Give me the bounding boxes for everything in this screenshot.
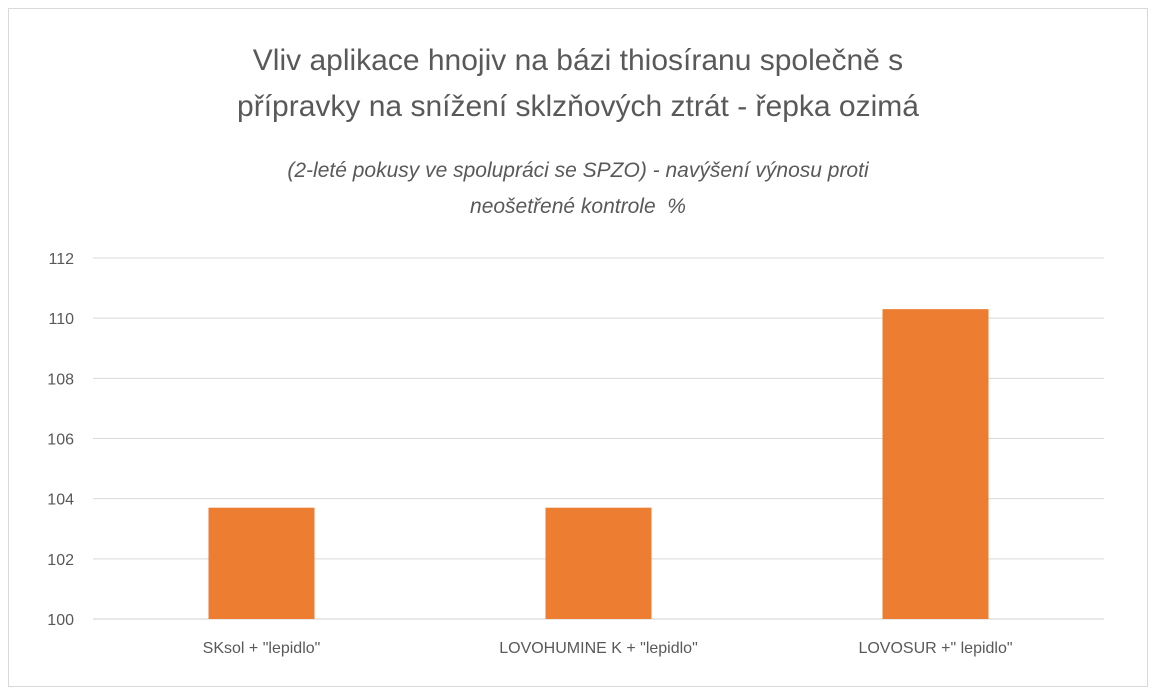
chart-subtitle: (2-leté pokusy ve spolupráci se SPZO) - … [0, 153, 1156, 225]
x-tick-label: LOVOHUMINE K + "lepidlo" [499, 640, 698, 657]
y-tick-label: 108 [47, 371, 74, 388]
bar [545, 507, 652, 619]
bar [208, 507, 315, 619]
chart-title-line-1: Vliv aplikace hnojiv na bázi thiosíranu … [252, 44, 904, 77]
y-tick-label: 104 [47, 492, 74, 509]
bar [882, 309, 989, 619]
y-tick-label: 106 [47, 432, 74, 449]
chart-subtitle-line-1: (2-leté pokusy ve spolupráci se SPZO) - … [287, 159, 869, 182]
chart-title-line-2: přípravky na snížení sklzňových ztrát - … [237, 90, 919, 123]
chart-title: Vliv aplikace hnojiv na bázi thiosíranu … [0, 38, 1156, 130]
x-tick-label: SKsol + "lepidlo" [203, 640, 321, 657]
y-tick-label: 112 [48, 251, 74, 268]
y-tick-label: 110 [48, 311, 74, 328]
y-tick-label: 100 [47, 612, 74, 629]
chart-subtitle-line-2: neošetřené kontrole % [470, 195, 686, 218]
x-tick-label: LOVOSUR +" lepidlo" [858, 640, 1012, 657]
y-tick-label: 102 [47, 552, 74, 569]
